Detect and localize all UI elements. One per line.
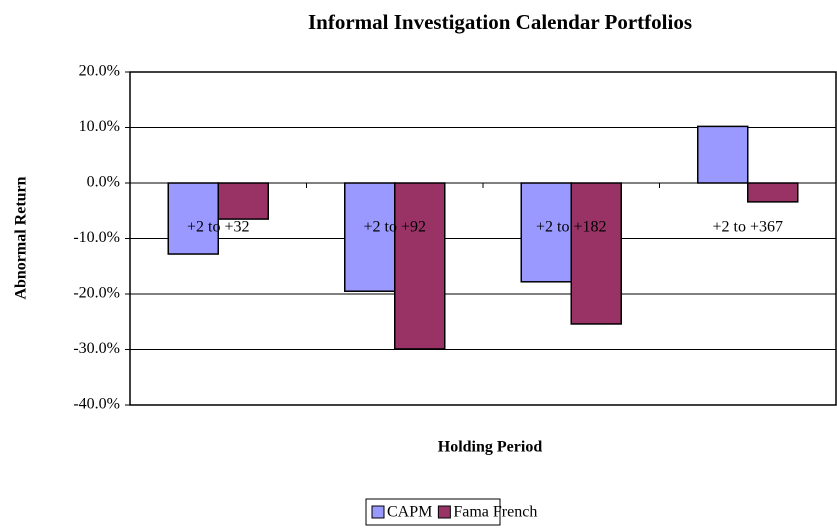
- bar: [167, 182, 219, 255]
- y-tick-label: -40.0%: [73, 396, 120, 413]
- y-tick-label: -20.0%: [73, 285, 120, 302]
- bar: [570, 182, 622, 325]
- y-tick-label: -10.0%: [73, 229, 120, 246]
- legend-label: CAPM: [387, 504, 432, 521]
- bar: [697, 125, 749, 184]
- y-tick-label: 10.0%: [79, 118, 120, 135]
- x-tick-label: +2 to +367: [713, 219, 784, 236]
- legend-swatch: [437, 505, 451, 519]
- x-tick-label: +2 to +92: [364, 219, 427, 236]
- bar: [217, 182, 269, 220]
- y-axis-title: Abnormal Return: [13, 176, 30, 299]
- y-tick-label: -30.0%: [73, 340, 120, 357]
- x-axis-title: Holding Period: [438, 439, 543, 456]
- legend-box: [365, 498, 501, 526]
- legend-swatch: [371, 505, 385, 519]
- legend-label: Fama French: [453, 504, 537, 521]
- chart-title: Informal Investigation Calendar Portfoli…: [308, 10, 692, 34]
- bar: [394, 182, 446, 350]
- x-tick-label: +2 to +32: [187, 219, 250, 236]
- plot-border: [129, 71, 837, 406]
- y-tick-label: 0.0%: [87, 174, 120, 191]
- x-tick-label: +2 to +182: [536, 219, 607, 236]
- y-tick-label: 20.0%: [79, 63, 120, 80]
- bar: [344, 182, 396, 292]
- bar: [747, 182, 799, 203]
